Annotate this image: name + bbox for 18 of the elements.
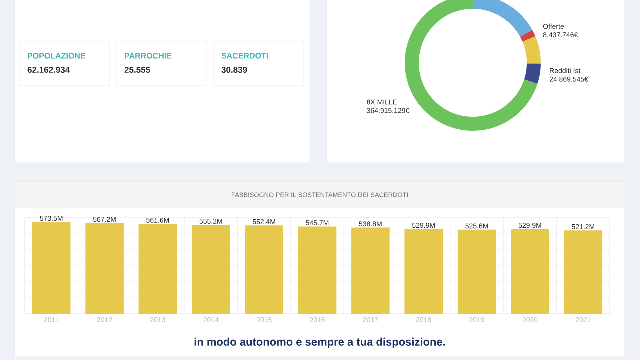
text: 62.162.934 xyxy=(28,66,70,74)
bar xyxy=(192,225,230,314)
bar xyxy=(86,223,124,314)
bar xyxy=(352,228,390,314)
text: in modo autonomo e sempre a tua disposizione. xyxy=(194,338,446,348)
bar xyxy=(245,226,284,314)
bar xyxy=(458,230,496,314)
text: POPOLAZIONE xyxy=(28,53,86,59)
bar xyxy=(298,226,337,314)
text: 25.555 xyxy=(124,67,150,74)
text: SACERDOTI xyxy=(222,53,268,59)
bar xyxy=(138,224,178,314)
text: 30.839 xyxy=(222,66,248,74)
bar xyxy=(511,229,550,314)
bar xyxy=(404,229,444,314)
text: PARROCHIE xyxy=(125,53,172,59)
bar xyxy=(564,230,603,314)
bar xyxy=(32,222,71,314)
